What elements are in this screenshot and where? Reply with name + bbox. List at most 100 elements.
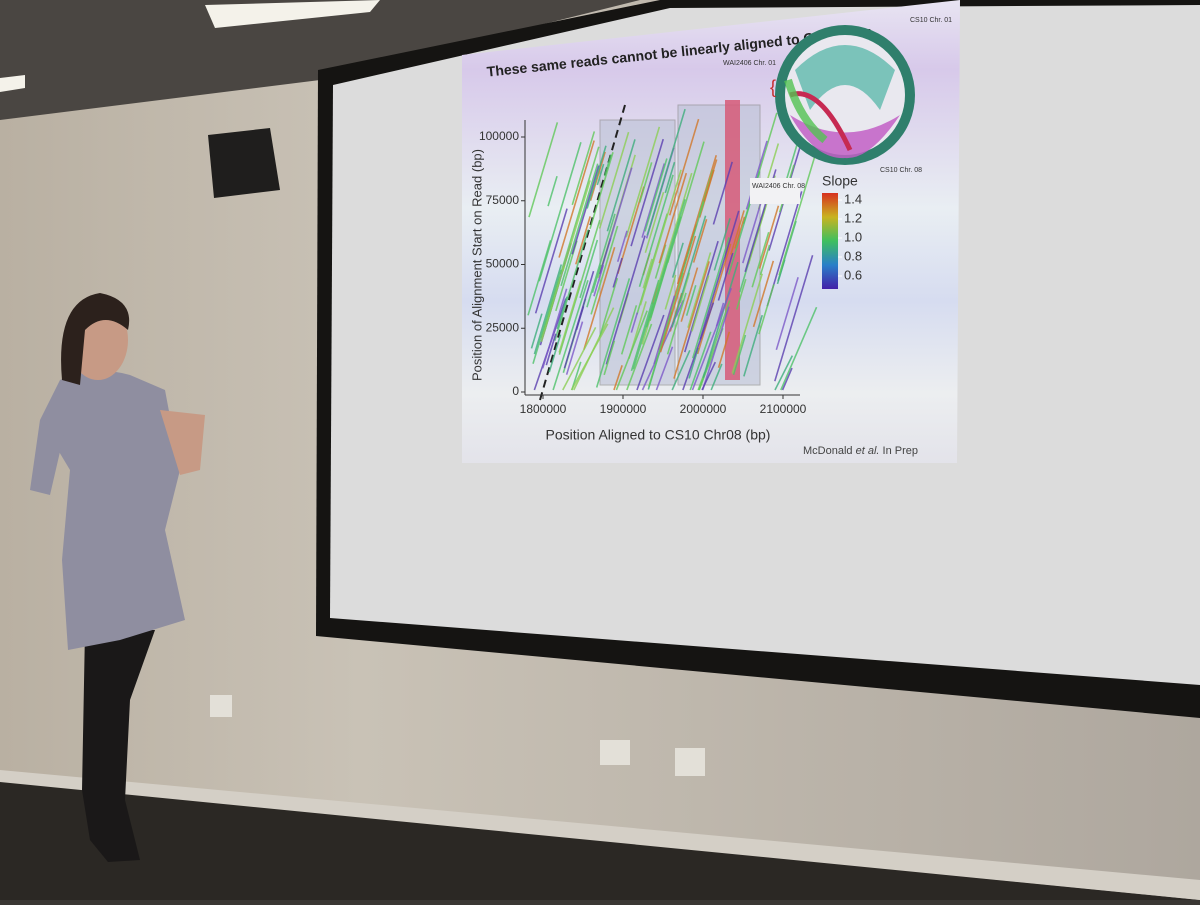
read-segment [560,163,599,287]
read-segment [556,296,568,330]
read-segment [644,191,665,253]
read-segment [668,118,700,216]
read-segment [559,146,600,275]
read-segment [589,151,606,201]
y-tick-label: 50000 [486,257,520,271]
read-segment [579,239,599,299]
read-segment [593,264,605,297]
read-segment [688,347,700,379]
circos-link [784,78,828,144]
read-segment [532,269,562,365]
read-segment [664,161,676,194]
read-segment [658,172,688,264]
read-segment [603,340,616,376]
read-segment [630,279,660,372]
read-segment [545,333,557,366]
read-segment [671,349,691,391]
read-segment [590,225,619,315]
read-segment [644,158,668,232]
read-segment [734,216,746,249]
read-segment [731,273,763,374]
colorbar-tick-label: 1.2 [844,210,862,225]
ceiling-light [205,0,380,28]
read-segment [679,272,691,304]
read-segment [735,278,747,310]
ceiling-light [0,75,25,92]
read-segment [692,219,708,263]
y-axis-label: Position of Alignment Start on Read (bp) [469,149,484,381]
read-segment [649,216,682,319]
colorbar-tick-label: 1.0 [844,229,862,244]
read-segment [659,235,697,353]
read-segment [703,159,718,202]
ceiling [0,0,640,120]
read-segment [533,264,563,355]
read-segment [558,219,601,355]
read-segment [691,287,732,391]
read-segment [554,229,589,341]
read-segment [630,312,639,333]
read-segment [758,205,780,269]
read-segment [586,213,616,308]
read-segment [547,175,558,207]
y-tick-label: 100000 [479,129,519,143]
x-tick-label: 1900000 [600,402,647,416]
read-segment [541,288,568,369]
read-segment [563,270,595,369]
read-segment [671,215,707,328]
read-segment [616,230,628,263]
x-tick-label: 2100000 [760,402,807,416]
read-segment [528,122,559,218]
read-segment [562,327,597,391]
read-segment [752,260,775,328]
x-axis-label: Position Aligned to CS10 Chr08 (bp) [546,427,771,443]
read-segment [717,252,734,301]
y-tick-label: 25000 [486,320,520,334]
read-segment [743,314,764,377]
read-segment [575,216,591,265]
colorbar [822,193,838,289]
read-segment [632,302,655,370]
read-segment [565,321,584,375]
x-tick-label: 1800000 [520,402,567,416]
read-segment [712,161,733,225]
citation-etal: et al. [856,445,880,457]
read-segment [595,278,631,388]
read-segment [775,276,799,351]
hair [61,293,130,385]
label-box [750,178,800,204]
read-segment [666,292,687,355]
legs [82,630,155,862]
presenter [30,293,205,862]
read-segment [586,145,607,209]
read-segment [530,313,543,349]
read-segment [615,310,648,391]
read-segment [642,258,653,289]
read-segment [613,365,623,391]
read-segment [630,138,664,247]
read-segment [758,284,775,335]
read-segment [687,252,712,328]
highlight-bar [725,100,740,380]
power-outlet [675,748,705,776]
read-segment [713,218,731,271]
read-segment [774,355,794,391]
read-segment [606,139,636,232]
x-tick-label: 2000000 [680,402,727,416]
y-tick-label: 75000 [486,193,520,207]
read-segment [696,243,732,355]
read-segment [655,346,674,391]
circos-label: CS10 Chr. 08 [880,167,922,174]
plot [524,100,820,401]
circos-ribbons [795,45,895,110]
circos-label: WAI2406 Chr. 01 [723,60,776,67]
circos-plot [775,25,915,165]
read-segment [710,363,723,391]
read-segment [702,261,739,378]
read-segment [774,255,814,382]
colorbar-tick-label: 0.6 [844,267,862,282]
read-segment [596,163,605,186]
read-segment [625,126,661,238]
read-segment [745,140,768,210]
